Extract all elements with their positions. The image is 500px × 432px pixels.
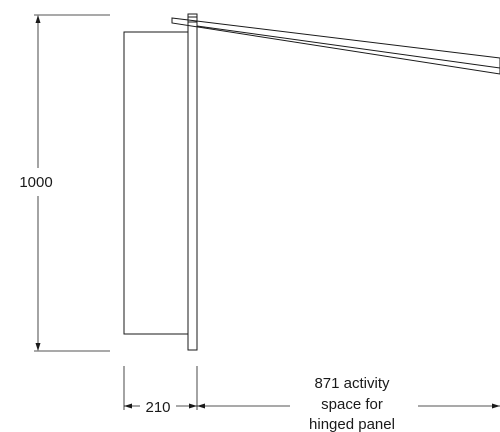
activity-space-dimension: 871 activity space for hinged panel	[197, 375, 500, 432]
activity-label-line3: hinged panel	[309, 416, 395, 432]
wall-panel	[187, 16, 198, 351]
cabinet-body	[123, 31, 189, 335]
depth-arrow-right	[189, 403, 197, 409]
hinge-cap	[187, 13, 198, 23]
activity-arrow-left	[197, 403, 205, 409]
activity-label-line2: space for	[321, 396, 383, 413]
height-label: 1000	[19, 174, 52, 191]
hinged-panel	[171, 17, 500, 75]
depth-label: 210	[145, 399, 170, 416]
activity-arrow-right	[492, 403, 500, 409]
height-arrow-top	[35, 15, 41, 23]
height-dimension: 1000	[19, 14, 110, 352]
activity-label-line1: 871 activity	[314, 375, 390, 392]
height-arrow-bottom	[35, 343, 41, 351]
depth-arrow-left	[124, 403, 132, 409]
depth-dimension: 210	[123, 366, 198, 416]
hinged-panel-inner-line	[196, 25, 500, 69]
